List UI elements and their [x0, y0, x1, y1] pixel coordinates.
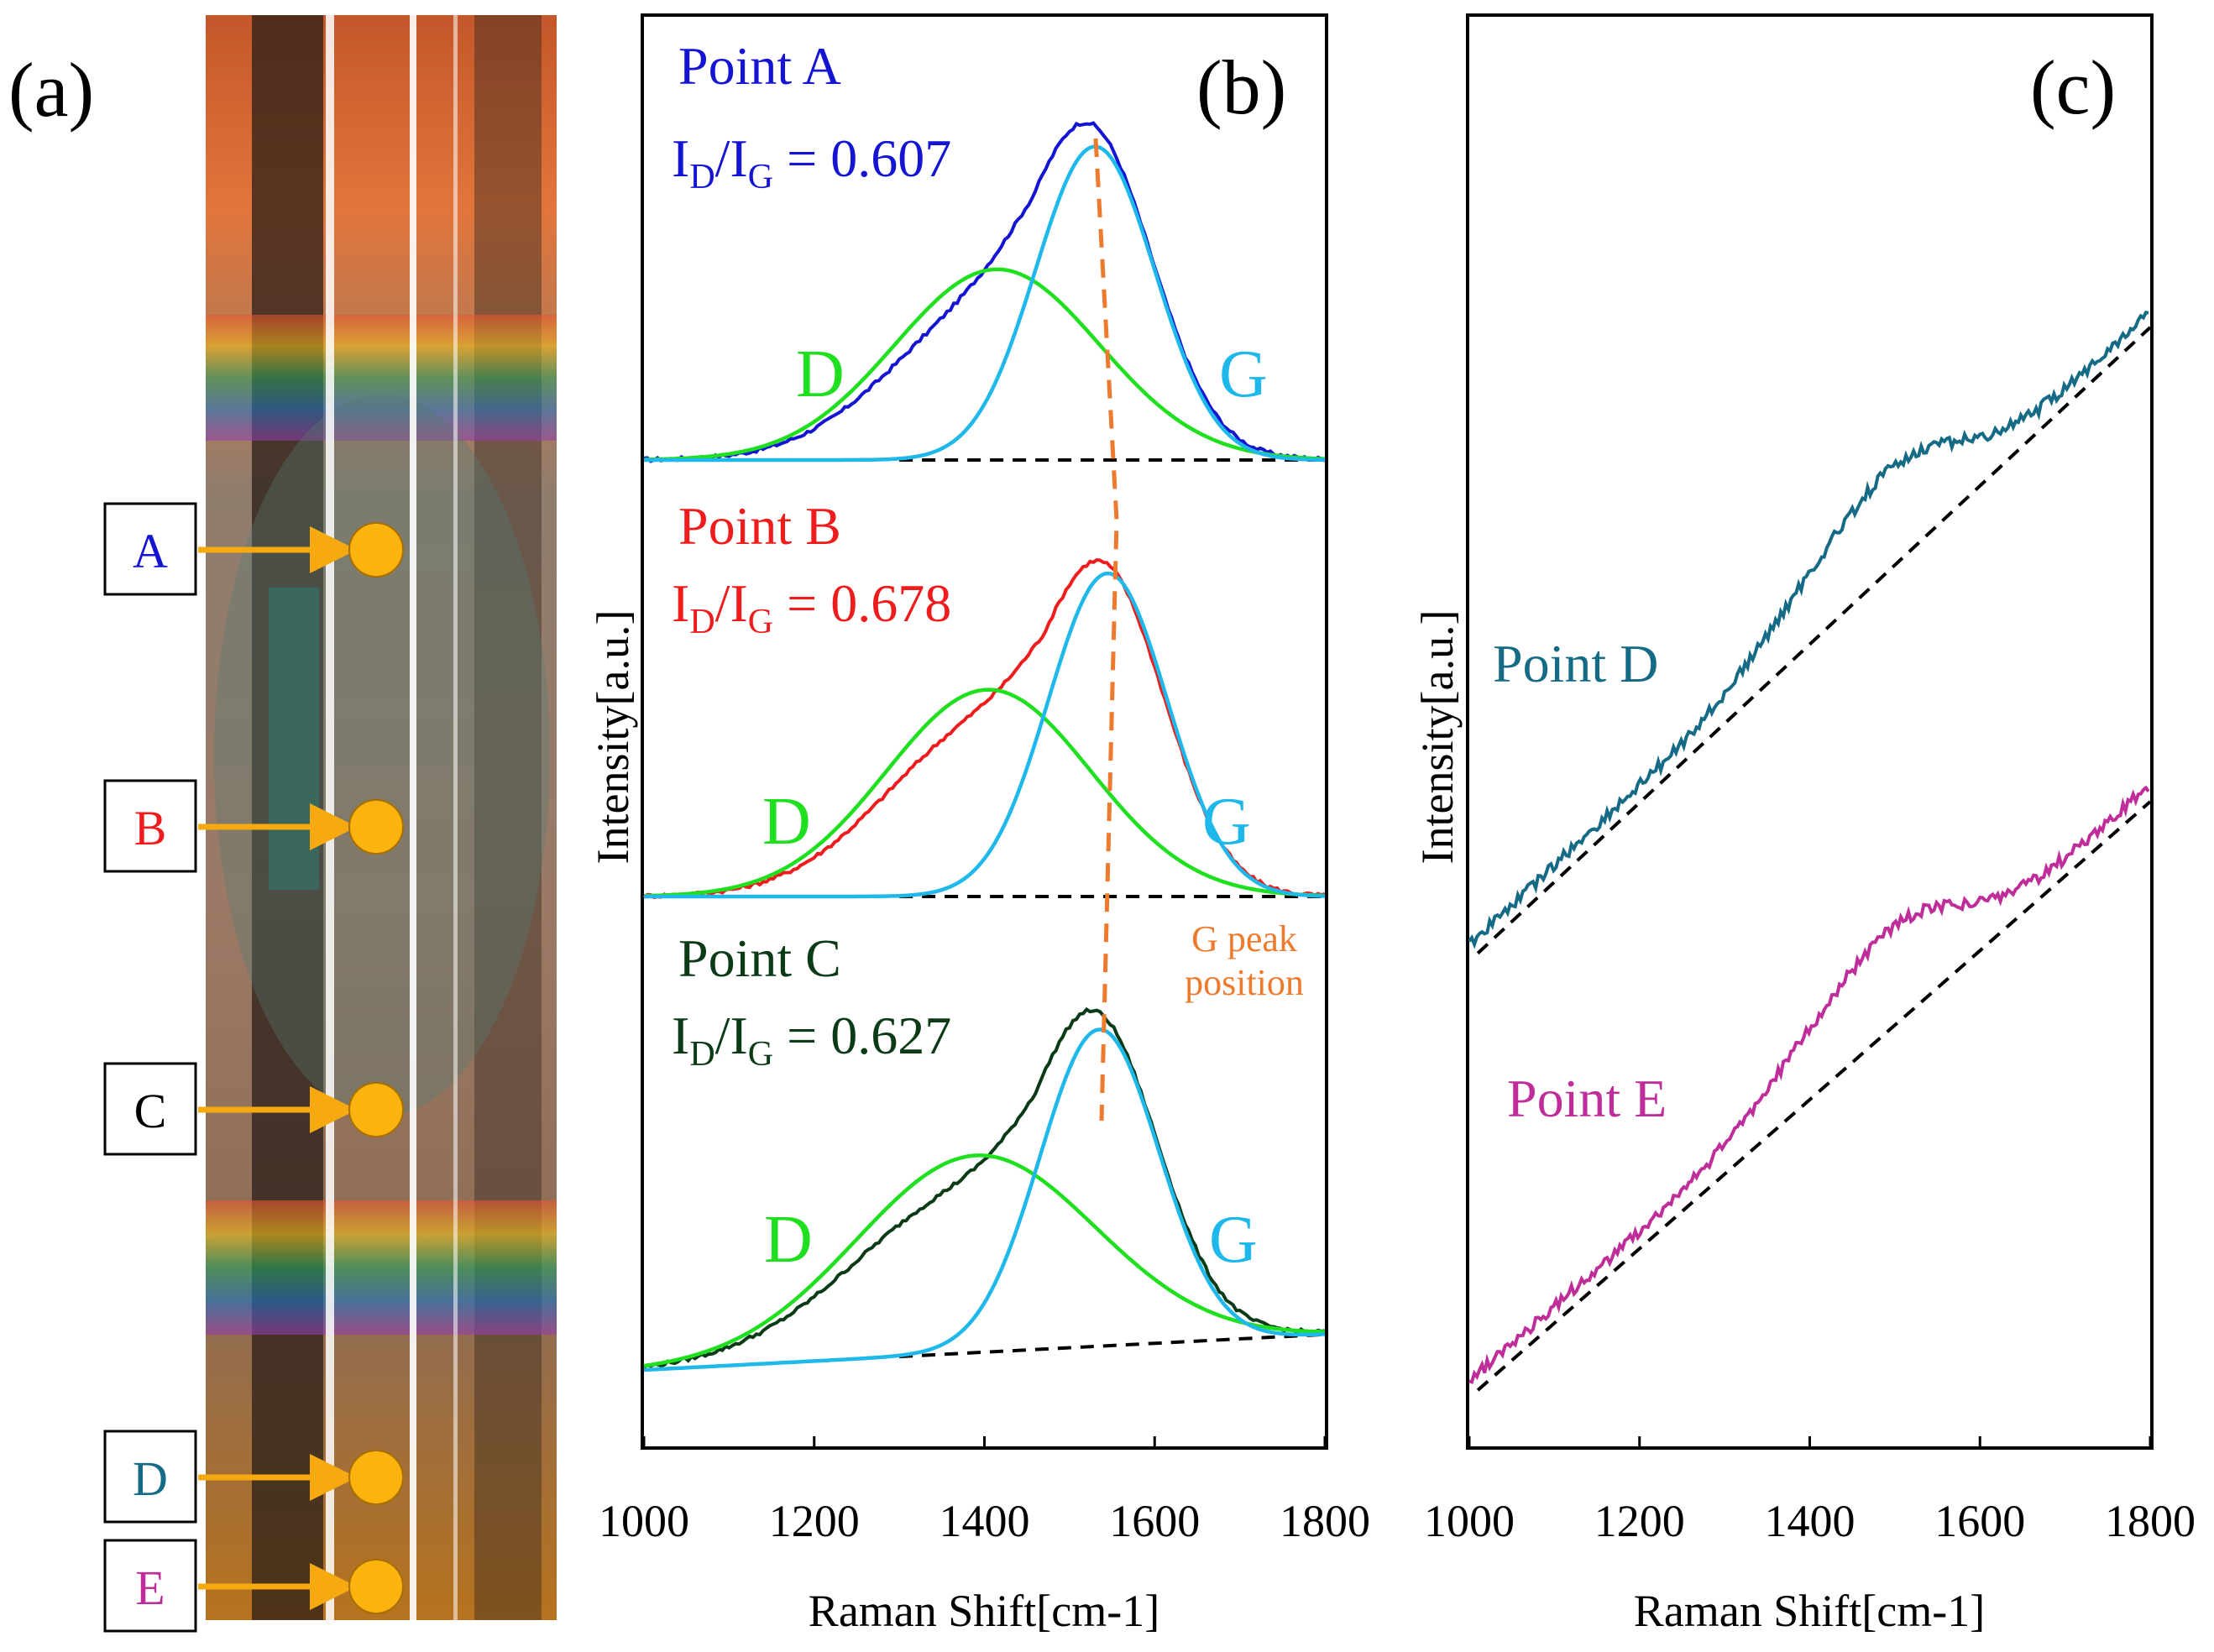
marker-e: E	[103, 1539, 404, 1633]
g-band-fit-line	[644, 571, 1326, 899]
marker-d: D	[103, 1430, 404, 1524]
spectrum-line	[1468, 310, 2149, 949]
marker-a: A	[103, 502, 404, 596]
g-peak-position-line	[1093, 138, 1119, 1121]
panel-c-tick-label: 1200	[1594, 1496, 1685, 1546]
g-band-fit-line	[643, 1027, 1326, 1372]
spectrum-title: Point C	[678, 928, 841, 988]
panel-b-tick-label: 1400	[940, 1496, 1030, 1546]
marker-label-box	[103, 1062, 197, 1156]
measurement-point-dot	[348, 522, 404, 578]
panel-c-tick-label: 1600	[1934, 1496, 2025, 1546]
measurement-point-dot	[348, 799, 404, 855]
marker-label: D	[133, 1451, 168, 1506]
panel-b-tick-label: 1600	[1109, 1496, 1200, 1546]
marker-label: B	[134, 801, 167, 855]
panel-b-y-label: Intensity[a.u.]	[588, 610, 638, 865]
spectrum-title: Point B	[678, 496, 841, 556]
panel-b-spectra: Point A ID/IG = 0.607 D G Point B ID/IG = 0.6…	[642, 36, 1327, 1372]
baseline-dashed	[899, 1332, 1326, 1359]
panel-c-x-label: Raman Shift[cm-1]	[1634, 1586, 1985, 1636]
panel-c-tick-label: 1400	[1765, 1496, 1855, 1546]
baseline-dashed	[1476, 800, 2152, 1392]
g-band-fit-line	[644, 144, 1326, 463]
marker-label: C	[134, 1084, 167, 1138]
spectrum-title: Point A	[678, 36, 841, 96]
d-band-fit-line	[643, 1153, 1325, 1368]
d-band-label: D	[796, 337, 845, 411]
panel-b-x-ticks: 1000 1200 1400 1600 1800	[599, 1436, 1370, 1546]
panel-b-tick-label: 1800	[1280, 1496, 1370, 1546]
g-peak-annotation-line2: position	[1185, 962, 1304, 1003]
panel-c-x-ticks: 1000 1200 1400 1600 1800	[1424, 1436, 2196, 1546]
baseline-dashed	[1476, 326, 2152, 955]
panel-c-y-label: Intensity[a.u.]	[1412, 610, 1463, 865]
d-band-fit-line	[644, 267, 1326, 462]
marker-label-box	[103, 502, 197, 596]
panel-c-series: Point D Point E	[1468, 310, 2152, 1392]
panel-c: (c) Intensity[a.u.] Raman Shift[cm-1] 10…	[1412, 13, 2196, 1636]
series-point-d: Point D	[1468, 310, 2152, 955]
series-label: Point E	[1507, 1069, 1667, 1128]
spectrum-point-c: Point C ID/IG = 0.627 D G	[642, 928, 1326, 1372]
panel-c-tick-label: 1000	[1424, 1496, 1515, 1546]
spectrum-point-b: Point B ID/IG = 0.678 D G	[642, 496, 1326, 900]
panel-c-tick-label: 1800	[2105, 1496, 2196, 1546]
panel-c-frame	[1466, 13, 2154, 1450]
marker-c: C	[103, 1062, 404, 1156]
marker-label-box	[103, 779, 197, 873]
measured-spectrum-line	[642, 1006, 1326, 1369]
d-band-label: D	[764, 1203, 813, 1277]
measurement-point-dot	[348, 1082, 404, 1137]
panel-b-tick-label: 1200	[769, 1496, 860, 1546]
marker-label-box	[103, 1539, 197, 1633]
sample-photo	[206, 15, 557, 1620]
panel-b-letter: (b)	[1196, 44, 1286, 130]
g-band-label: G	[1209, 1203, 1258, 1277]
d-band-label: D	[762, 785, 811, 859]
intensity-ratio: ID/IG = 0.607	[672, 128, 951, 196]
panel-b: (b) Intensity[a.u.] Raman Shift[cm-1] 10…	[588, 13, 1370, 1636]
g-band-label: G	[1219, 337, 1268, 411]
spectrum-point-a: Point A ID/IG = 0.607 D G	[643, 36, 1327, 463]
marker-group: A B C D E	[103, 502, 404, 1633]
panel-c-letter: (c)	[2030, 44, 2116, 130]
panel-a-letter: (a)	[8, 47, 94, 133]
spectrum-line	[1468, 785, 2150, 1384]
d-band-fit-line	[643, 687, 1326, 898]
g-band-label: G	[1202, 785, 1251, 859]
measurement-point-dot	[348, 1450, 404, 1505]
panel-b-tick-label: 1000	[599, 1496, 689, 1546]
marker-label-box	[103, 1430, 197, 1524]
panel-b-x-label: Raman Shift[cm-1]	[809, 1586, 1159, 1636]
measurement-point-dot	[348, 1559, 404, 1614]
marker-b: B	[103, 779, 404, 873]
series-point-e: Point E	[1468, 785, 2152, 1392]
panel-a: (a) A B C D E	[8, 15, 557, 1633]
marker-label: E	[135, 1561, 165, 1615]
marker-label: A	[133, 524, 168, 578]
intensity-ratio: ID/IG = 0.627	[672, 1006, 951, 1074]
intensity-ratio: ID/IG = 0.678	[672, 573, 951, 641]
g-peak-annotation-line1: G peak	[1191, 918, 1297, 959]
series-label: Point D	[1493, 634, 1658, 693]
